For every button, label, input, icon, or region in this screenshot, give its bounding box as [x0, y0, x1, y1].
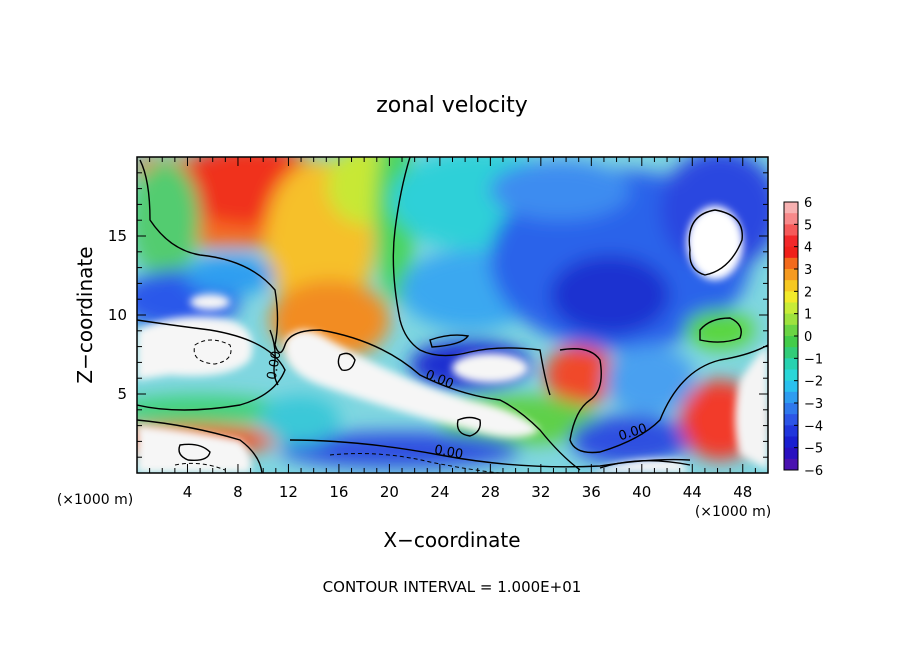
colorbar-swatch: [784, 269, 798, 281]
colorbar-swatch: [784, 403, 798, 415]
colorbar-swatch: [784, 280, 798, 292]
colorbar-swatch: [784, 235, 798, 248]
y-tick-label: 5: [117, 385, 127, 403]
y-axis-title: Z−coordinate: [73, 246, 97, 383]
colorbar-tick-label: 0: [804, 330, 812, 345]
colorbar-swatch: [784, 257, 798, 270]
colorbar-tick-label: −6: [804, 464, 823, 479]
heatmap-field: [137, 157, 768, 473]
x-unit-label-right: (×1000 m): [695, 504, 771, 520]
colorbar-tick-label: 4: [804, 241, 812, 256]
colorbar-tick-label: 1: [804, 308, 812, 323]
x-tick-label: 24: [430, 483, 449, 501]
x-tick-label: 40: [632, 483, 651, 501]
chart-title: zonal velocity: [376, 93, 528, 118]
y-tick-label: 15: [108, 227, 127, 245]
colorbar-swatch: [784, 347, 798, 359]
colorbar-swatch: [784, 336, 798, 348]
x-tick-label: 12: [279, 483, 298, 501]
colorbar-swatch: [784, 224, 798, 236]
x-tick-label: 36: [582, 483, 601, 501]
colorbar-swatch: [784, 358, 798, 370]
colorbar-swatch: [784, 291, 798, 303]
dashed-contours: [174, 339, 501, 473]
y-ticks: 5 10 15: [108, 172, 768, 458]
x-tick-label: 44: [683, 483, 702, 501]
colorbar-swatch: [784, 202, 798, 214]
colorbar-swatch: [784, 313, 798, 326]
colorbar-swatch: [784, 391, 798, 404]
x-axis-title: X−coordinate: [383, 528, 520, 552]
contour-label: 0.00: [265, 350, 285, 381]
colorbar-swatch: [784, 324, 798, 337]
x-tick-label: 28: [481, 483, 500, 501]
colorbar-tick-label: 6: [804, 196, 812, 211]
x-tick-label: 8: [233, 483, 243, 501]
x-ticks: 4 8 12 16 20 24 28 32 36 40 44 48: [149, 157, 756, 501]
colorbar-tick-label: −5: [804, 442, 823, 457]
x-tick-label: 20: [380, 483, 399, 501]
colorbar-tick-label: 2: [804, 285, 812, 300]
colorbar-swatch: [784, 369, 798, 382]
colorbar-tick-label: 5: [804, 218, 812, 233]
colorbar: 6 5 4 3 2 1 0 −1 −2 −3 −4 −5 −6: [783, 196, 823, 479]
colorbar-swatch: [784, 447, 798, 460]
x-unit-label-left: (×1000 m): [57, 492, 133, 508]
colorbar-tick-label: −3: [804, 397, 823, 412]
x-tick-label: 4: [183, 483, 193, 501]
colorbar-swatch: [784, 380, 798, 393]
colorbar-swatch: [784, 246, 798, 259]
colorbar-tick-label: 3: [804, 263, 812, 278]
contour-label: 0.00: [433, 443, 464, 463]
x-tick-label: 48: [733, 483, 752, 501]
x-tick-label: 16: [329, 483, 348, 501]
colorbar-swatch: [784, 213, 798, 225]
colorbar-swatch: [784, 302, 798, 315]
colorbar-tick-label: −4: [804, 419, 823, 434]
colorbar-swatch: [784, 436, 798, 449]
colorbar-tick-label: −2: [804, 375, 823, 390]
colorbar-tick-label: −1: [804, 352, 823, 367]
y-tick-label: 10: [108, 306, 127, 324]
contour-labels: 0.00 0.00 0.00 0.00: [265, 350, 649, 463]
contour-interval-footer: CONTOUR INTERVAL = 1.000E+01: [323, 578, 582, 596]
colorbar-swatch: [784, 425, 798, 437]
colorbar-swatch: [784, 414, 798, 426]
contour-lines: [137, 157, 768, 473]
x-tick-label: 32: [531, 483, 550, 501]
colorbar-swatch: [784, 458, 798, 471]
